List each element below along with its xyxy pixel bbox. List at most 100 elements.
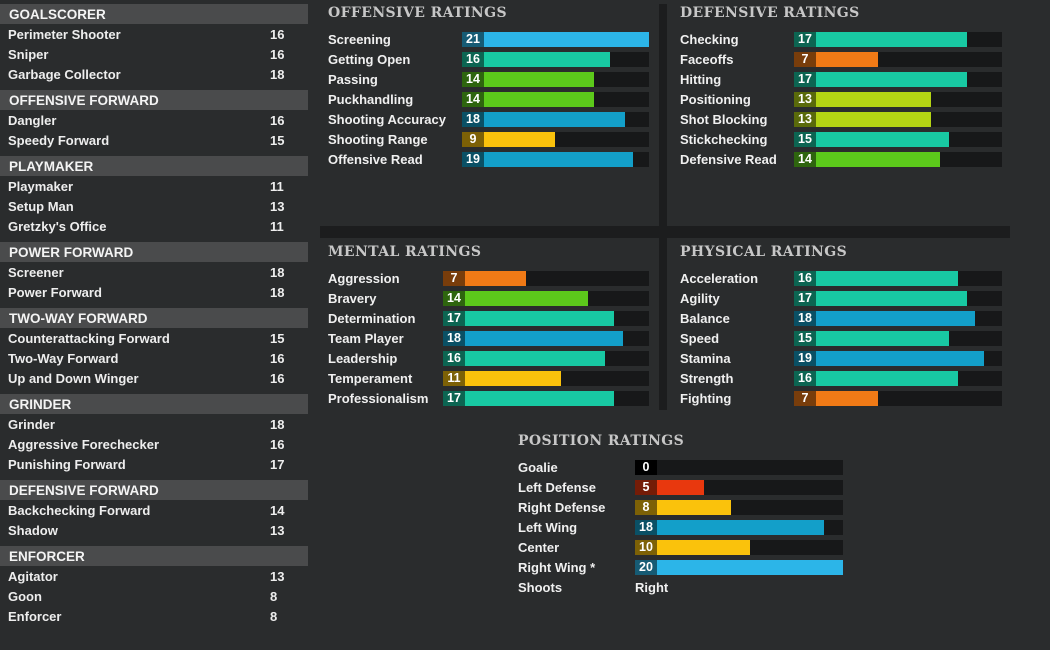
rating-bar-fill <box>657 560 843 575</box>
role-name: Garbage Collector <box>8 67 121 82</box>
rating-value: 15 <box>794 331 816 346</box>
rating-name: Hitting <box>680 72 722 87</box>
rating-name: Shooting Range <box>328 132 428 147</box>
rating-name: Balance <box>680 311 730 326</box>
role-group-playmaker: PLAYMAKER Playmaker 11 Setup Man 13 Gretzky's… <box>0 156 308 236</box>
role-value: 13 <box>270 523 285 538</box>
rating-bar-fill <box>816 291 967 306</box>
physical-ratings-panel: PHYSICAL RATINGS Acceleration 16 Agility 17… <box>672 239 1010 414</box>
role-group-offensive-forward: OFFENSIVE FORWARD Dangler 16 Speedy Forward… <box>0 90 308 150</box>
rating-bar: 14 <box>443 291 649 306</box>
role-row-goon: Goon 8 <box>0 586 308 606</box>
rating-value: 13 <box>794 92 816 107</box>
rating-value: 18 <box>443 331 465 346</box>
rating-bar: 13 <box>794 112 1002 127</box>
rating-name: Faceoffs <box>680 52 734 67</box>
rating-bar-fill <box>484 72 594 87</box>
role-group-header: OFFENSIVE FORWARD <box>0 90 308 110</box>
rating-name: Positioning <box>680 92 751 107</box>
rating-name: Professionalism <box>328 391 429 406</box>
position-ratings-title: POSITION RATINGS <box>518 433 685 449</box>
rating-bar-fill <box>816 351 984 366</box>
role-row-counterattacking-forward: Counterattacking Forward 15 <box>0 328 308 348</box>
rating-bar: 17 <box>794 72 1002 87</box>
rating-bar: 14 <box>462 92 649 107</box>
rating-bar-fill <box>816 371 958 386</box>
role-value: 17 <box>270 457 285 472</box>
offensive-ratings-title: OFFENSIVE RATINGS <box>328 5 507 21</box>
rating-value: 16 <box>443 351 465 366</box>
rating-bar-fill <box>816 391 878 406</box>
role-name: Sniper <box>8 47 49 62</box>
role-group-header: PLAYMAKER <box>0 156 308 176</box>
rating-bar: 7 <box>794 391 1002 406</box>
rating-value: 17 <box>443 311 465 326</box>
rating-bar-fill <box>484 152 633 167</box>
rating-bar: 7 <box>443 271 649 286</box>
role-row-screener: Screener 18 <box>0 262 308 282</box>
rating-bar-fill <box>484 32 649 47</box>
rating-bar-fill <box>465 311 614 326</box>
role-group-header: GOALSCORER <box>0 4 308 24</box>
role-row-setup-man: Setup Man 13 <box>0 196 308 216</box>
rating-bar-fill <box>657 500 731 515</box>
role-group-goalscorer: GOALSCORER Perimeter Shooter 16 Sniper 16 Gar… <box>0 4 308 84</box>
defensive-ratings-title: DEFENSIVE RATINGS <box>680 5 860 21</box>
role-name: Gretzky's Office <box>8 219 107 234</box>
rating-value: 17 <box>794 291 816 306</box>
rating-value: 17 <box>794 32 816 47</box>
rating-name: Team Player <box>328 331 404 346</box>
role-group-header: TWO-WAY FORWARD <box>0 308 308 328</box>
role-row-up-and-down-winger: Up and Down Winger 16 <box>0 368 308 388</box>
rating-name: Goalie <box>518 460 558 475</box>
rating-bar-fill <box>484 132 555 147</box>
role-name: Goon <box>8 589 42 604</box>
rating-value: 15 <box>794 132 816 147</box>
rating-name: Speed <box>680 331 720 346</box>
role-value: 16 <box>270 437 285 452</box>
role-value: 13 <box>270 569 285 584</box>
rating-bar-fill <box>465 271 526 286</box>
rating-name: Left Wing <box>518 520 578 535</box>
role-value: 18 <box>270 265 285 280</box>
role-group-header: ENFORCER <box>0 546 308 566</box>
rating-bar: 16 <box>462 52 649 67</box>
rating-name: Shot Blocking <box>680 112 768 127</box>
rating-bar-fill <box>816 52 878 67</box>
mental-ratings-panel: MENTAL RATINGS Aggression 7 Bravery 14 Deter… <box>320 239 656 414</box>
rating-bar: 5 <box>635 480 843 495</box>
rating-name: Puckhandling <box>328 92 414 107</box>
role-value: 11 <box>270 219 284 234</box>
rating-value: 19 <box>462 152 484 167</box>
role-value: 18 <box>270 417 285 432</box>
role-name: Agitator <box>8 569 58 584</box>
role-name: Playmaker <box>8 179 74 194</box>
rating-name: Acceleration <box>680 271 759 286</box>
rating-bar: 14 <box>462 72 649 87</box>
role-name: Shadow <box>8 523 58 538</box>
rating-value: 14 <box>462 92 484 107</box>
defensive-ratings-panel: DEFENSIVE RATINGS Checking 17 Faceoffs 7 Hit… <box>672 0 1010 185</box>
rating-name: Aggression <box>328 271 400 286</box>
rating-bar-fill <box>465 291 588 306</box>
rating-value: 11 <box>443 371 465 386</box>
rating-value: 9 <box>462 132 484 147</box>
role-name: Perimeter Shooter <box>8 27 121 42</box>
role-row-playmaker: Playmaker 11 <box>0 176 308 196</box>
role-value: 16 <box>270 27 285 42</box>
offensive-ratings-panel: OFFENSIVE RATINGS Screening 21 Getting Ope… <box>320 0 656 185</box>
rating-name: Stickchecking <box>680 132 768 147</box>
rating-name: Getting Open <box>328 52 411 67</box>
role-value: 15 <box>270 133 285 148</box>
rating-bar: 8 <box>635 500 843 515</box>
rating-bar: 17 <box>443 311 649 326</box>
role-group-header: DEFENSIVE FORWARD <box>0 480 308 500</box>
rating-value: 8 <box>635 500 657 515</box>
rating-value: 0 <box>635 460 657 475</box>
rating-name: Temperament <box>328 371 413 386</box>
rating-bar-fill <box>484 112 625 127</box>
role-group-two-way-forward: TWO-WAY FORWARD Counterattacking Forward 1… <box>0 308 308 388</box>
rating-bar: 19 <box>462 152 649 167</box>
rating-bar-fill <box>465 391 614 406</box>
rating-bar: 20 <box>635 560 843 575</box>
